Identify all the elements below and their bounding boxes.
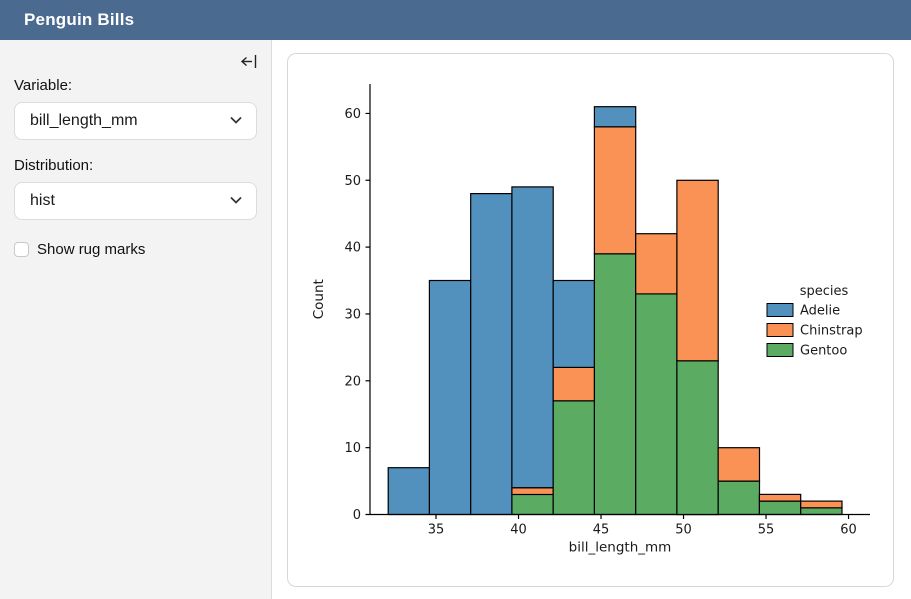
- bar-segment-adelie: [470, 193, 513, 516]
- page-layout: Variable: bill_length_mm Distribution: h…: [0, 40, 911, 599]
- distribution-label: Distribution:: [14, 157, 94, 174]
- bar-segment-gentoo: [593, 253, 637, 516]
- bar-segment-chinstrap: [717, 447, 761, 482]
- histogram-plot: 0 10 20 30 40 50 60 35 40 45 50 55 60 bill_length_mm C…: [311, 84, 870, 556]
- svg-text:30: 30: [344, 307, 361, 322]
- bar-segment-gentoo: [635, 293, 678, 516]
- bar-segment-gentoo: [800, 507, 843, 516]
- svg-text:20: 20: [344, 374, 361, 389]
- legend-title: species: [800, 284, 849, 299]
- plot-bars: [387, 106, 843, 516]
- axes: 0 10 20 30 40 50 60 35 40 45 50 55 60 bill_length_mm C…: [311, 84, 870, 556]
- bar-segment-chinstrap: [758, 493, 802, 502]
- rug-checkbox-label: Show rug marks: [37, 241, 146, 258]
- distribution-select-value: hist: [30, 192, 55, 209]
- svg-text:10: 10: [344, 441, 361, 456]
- svg-text:50: 50: [344, 174, 361, 189]
- legend-swatch-chinstrap: [766, 323, 794, 337]
- x-axis-label: bill_length_mm: [569, 540, 672, 556]
- rug-checkbox-row: Show rug marks: [14, 241, 257, 258]
- legend-swatch-adelie: [766, 303, 794, 317]
- bar-segment-chinstrap: [676, 179, 719, 362]
- bar-segment-adelie: [387, 467, 431, 516]
- svg-text:0: 0: [353, 508, 361, 523]
- legend-label-gentoo: Gentoo: [800, 344, 847, 359]
- bar-segment-gentoo: [717, 480, 761, 516]
- variable-select[interactable]: bill_length_mm: [14, 102, 257, 140]
- sidebar-collapse-button[interactable]: [237, 53, 259, 73]
- chevron-down-icon: [229, 112, 243, 130]
- chevron-down-icon: [229, 192, 243, 210]
- app-header: Penguin Bills: [0, 0, 911, 40]
- svg-text:60: 60: [840, 523, 857, 538]
- bar-segment-chinstrap: [593, 126, 637, 255]
- legend-swatch-gentoo: [766, 343, 794, 357]
- bar-segment-gentoo: [511, 493, 554, 516]
- bar-segment-chinstrap: [800, 500, 843, 509]
- sidebar: Variable: bill_length_mm Distribution: h…: [0, 40, 272, 599]
- legend-label-chinstrap: Chinstrap: [800, 324, 863, 339]
- bar-segment-gentoo: [552, 400, 596, 516]
- rug-checkbox[interactable]: [14, 242, 29, 257]
- svg-text:60: 60: [344, 107, 361, 122]
- svg-text:45: 45: [593, 523, 610, 538]
- bar-segment-gentoo: [758, 500, 802, 516]
- bar-segment-adelie: [428, 279, 472, 516]
- bar-segment-adelie: [552, 279, 596, 369]
- svg-text:35: 35: [428, 523, 445, 538]
- bar-segment-chinstrap: [552, 366, 596, 402]
- variable-label: Variable:: [14, 77, 73, 94]
- main-content: 0 10 20 30 40 50 60 35 40 45 50 55 60 bill_length_mm C…: [272, 40, 911, 599]
- bar-segment-adelie: [511, 186, 554, 489]
- bar-segment-chinstrap: [511, 487, 554, 496]
- svg-text:40: 40: [510, 523, 527, 538]
- bar-segment-adelie: [593, 106, 637, 128]
- collapse-left-icon: [240, 54, 257, 72]
- svg-text:40: 40: [344, 241, 361, 256]
- bar-segment-gentoo: [676, 360, 719, 516]
- bar-segment-chinstrap: [635, 233, 678, 295]
- app-title: Penguin Bills: [24, 10, 135, 29]
- legend: species Adelie Chinstrap Gentoo: [766, 284, 863, 359]
- y-axis-label: Count: [311, 279, 327, 319]
- plot-card: 0 10 20 30 40 50 60 35 40 45 50 55 60 bill_length_mm C…: [287, 53, 894, 587]
- distribution-select[interactable]: hist: [14, 182, 257, 220]
- svg-text:50: 50: [675, 523, 692, 538]
- variable-select-value: bill_length_mm: [30, 112, 138, 129]
- svg-text:55: 55: [758, 523, 775, 538]
- legend-label-adelie: Adelie: [800, 304, 840, 319]
